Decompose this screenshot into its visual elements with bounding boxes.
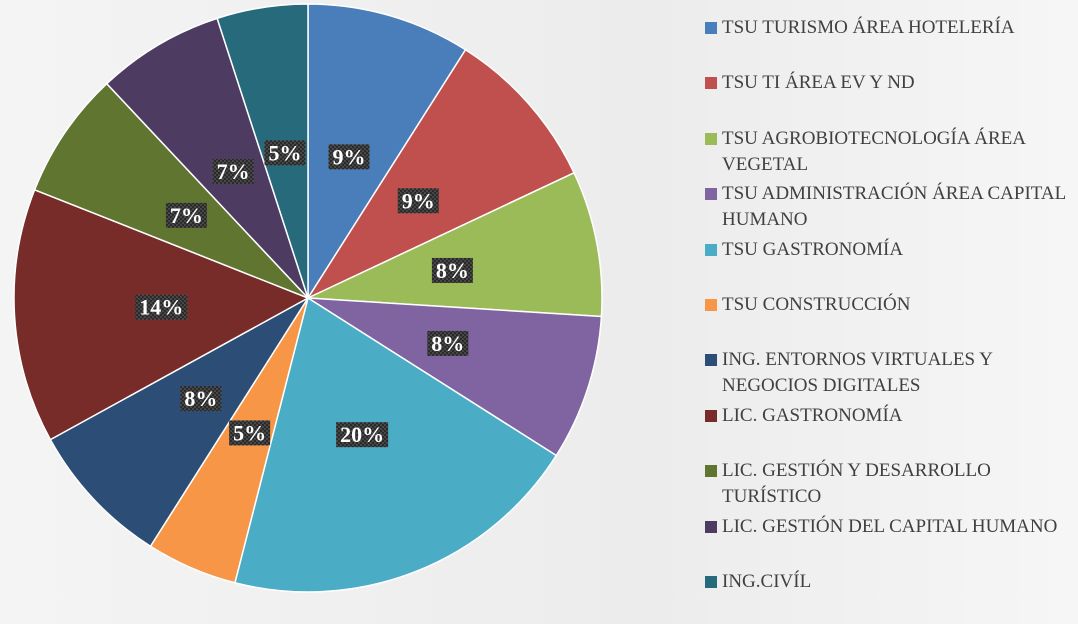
data-label-box (212, 158, 254, 184)
legend-label: ING.CIVÍL (722, 570, 812, 592)
data-label-box (336, 422, 389, 448)
data-label: 5% (233, 420, 266, 445)
legend-label: LIC. GESTIÓN Y DESARROLLO TURÍSTICO (722, 460, 991, 508)
legend-item: TSU TI ÁREA EV Y ND (705, 70, 1070, 125)
legend-label: LIC. GASTRONOMÍA (722, 404, 903, 426)
legend-swatch (705, 22, 717, 34)
legend-label: TSU CONSTRUCCIÓN (722, 293, 911, 315)
data-label-box (397, 188, 439, 214)
data-label-box (427, 330, 469, 356)
legend-swatch (705, 132, 717, 145)
legend-swatch (705, 77, 717, 90)
legend-item: TSU CONSTRUCCIÓN (705, 292, 1070, 347)
legend-swatch (705, 354, 717, 367)
legend-swatch (705, 520, 717, 533)
legend-label: TSU TI ÁREA EV Y ND (722, 72, 915, 94)
data-label: 7% (217, 159, 250, 184)
legend-label: LIC. GESTIÓN DEL CAPITAL HUMANO (722, 515, 1058, 537)
legend-swatch (705, 298, 717, 311)
legend-item: TSU TURISMO ÁREA HOTELERÍA (705, 15, 1070, 70)
pie-slice (307, 297, 603, 457)
chart: 9% 9% 8% 8% 20% 5% 8% 14% 7% 7% 5% (13, 3, 603, 593)
legend-item: TSU ADMINISTRACIÓN ÁREA CAPITAL HUMANO (705, 181, 1070, 236)
page: 9% 9% 8% 8% 20% 5% 8% 14% 7% 7% 5% TSU TURISMO ÁRE… (0, 0, 1078, 595)
legend-label: TSU AGROBIOTECNOLOGÍA ÁREA VEGETAL (722, 127, 1025, 175)
legend-item: TSU GASTRONOMÍA (705, 237, 1070, 292)
data-label-box (431, 257, 473, 283)
data-label-box (135, 294, 188, 320)
legend-label: TSU ADMINISTRACIÓN ÁREA CAPITAL HUMANO (722, 183, 1066, 231)
legend-swatch (705, 243, 717, 256)
legend-swatch (705, 188, 717, 201)
pie-slice (49, 297, 309, 548)
data-label-box (328, 144, 370, 170)
legend-item: ING. ENTORNOS VIRTUALES Y NEGOCIOS DIGIT… (705, 347, 1070, 402)
legend-item: LIC. GESTIÓN Y DESARROLLO TURÍSTICO (705, 458, 1070, 513)
data-label-box (165, 202, 207, 228)
data-label: 8% (184, 386, 217, 411)
data-label: 7% (170, 203, 203, 228)
legend-item: LIC. GASTRONOMÍA (705, 403, 1070, 458)
data-label-box (264, 140, 306, 166)
pie-slice (305, 48, 576, 300)
data-label-box (180, 386, 222, 412)
data-label-box (229, 420, 271, 446)
legend-label: ING. ENTORNOS VIRTUALES Y NEGOCIOS DIGIT… (722, 349, 993, 397)
legend-label: TSU GASTRONOMÍA (722, 238, 904, 260)
legend-item: ING.CIVÍL (705, 569, 1070, 624)
pie-slice (233, 296, 558, 593)
data-label: 20% (340, 422, 384, 447)
pie-slice (105, 17, 309, 299)
pie-slice (307, 3, 467, 301)
pie-slice (307, 171, 603, 318)
legend-swatch (705, 575, 717, 588)
legend: TSU TURISMO ÁREA HOTELERÍA TSU TI ÁREA EV… (705, 15, 1070, 624)
pie-slice (216, 3, 309, 299)
data-label: 9% (402, 188, 435, 213)
data-label: 8% (436, 258, 469, 283)
legend-label: TSU TURISMO ÁREA HOTELERÍA (722, 17, 1015, 38)
legend-swatch (705, 409, 717, 422)
pie-slice (33, 82, 309, 299)
legend-item: LIC. GESTIÓN DEL CAPITAL HUMANO (705, 514, 1070, 569)
data-label: 14% (139, 295, 183, 320)
data-label: 8% (431, 331, 464, 356)
data-label: 9% (333, 144, 366, 169)
data-label: 5% (269, 140, 302, 165)
legend-swatch (705, 465, 717, 478)
legend-item: TSU AGROBIOTECNOLOGÍA ÁREA VEGETAL (705, 126, 1070, 181)
